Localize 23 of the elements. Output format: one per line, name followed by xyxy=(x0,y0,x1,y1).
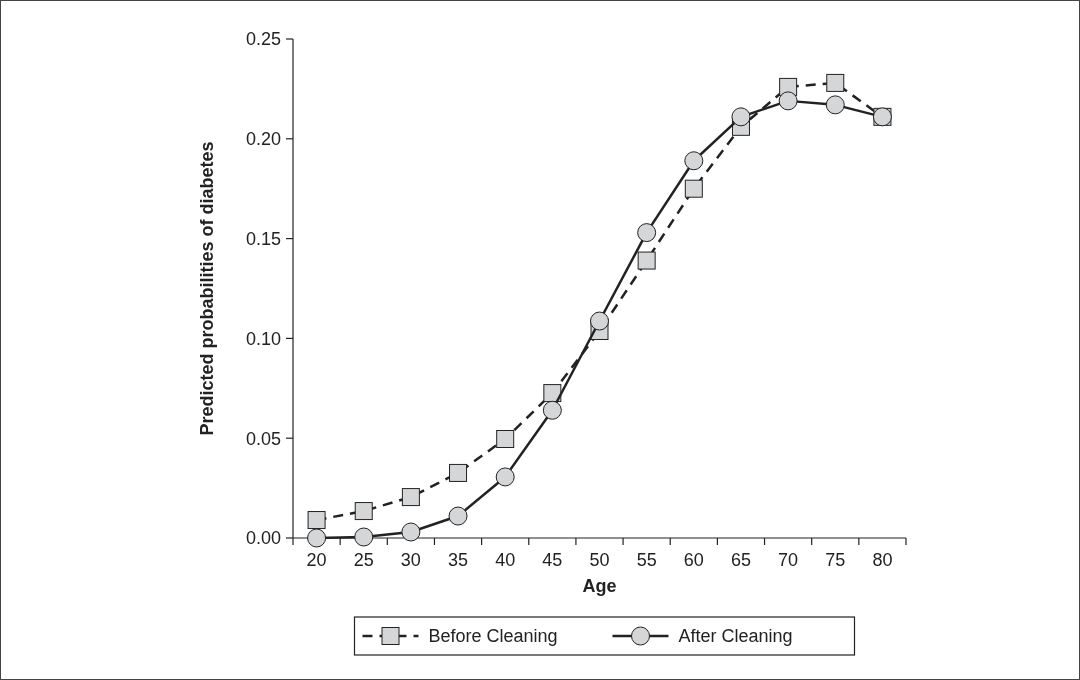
x-axis-title: Age xyxy=(582,576,617,596)
y-tick-label: 0.20 xyxy=(245,129,281,150)
x-tick-label: 20 xyxy=(306,550,327,570)
x-tick-label: 50 xyxy=(589,550,610,570)
x-tick-label: 75 xyxy=(825,550,846,570)
y-axis-title: Predicted probabilities of diabetes xyxy=(197,141,217,436)
x-tick-label: 40 xyxy=(495,550,516,570)
x-tick-label: 35 xyxy=(448,550,469,570)
x-tick-label: 45 xyxy=(542,550,563,570)
x-tick-label: 60 xyxy=(683,550,704,570)
y-tick-label: 0.00 xyxy=(245,528,281,549)
x-tick-label: 80 xyxy=(872,550,893,570)
x-tick-label: 55 xyxy=(636,550,657,570)
y-tick-label: 0.05 xyxy=(245,428,281,449)
x-tick-label: 70 xyxy=(778,550,799,570)
x-tick-label: 65 xyxy=(730,550,751,570)
x-tick-label: 30 xyxy=(400,550,421,570)
y-tick-label: 0.10 xyxy=(245,328,281,349)
legend-label: Before Cleaning xyxy=(428,626,558,647)
legend-label: After Cleaning xyxy=(678,626,793,647)
y-tick-label: 0.15 xyxy=(245,228,281,249)
x-tick-label: 25 xyxy=(353,550,374,570)
y-tick-label: 0.25 xyxy=(245,29,281,50)
